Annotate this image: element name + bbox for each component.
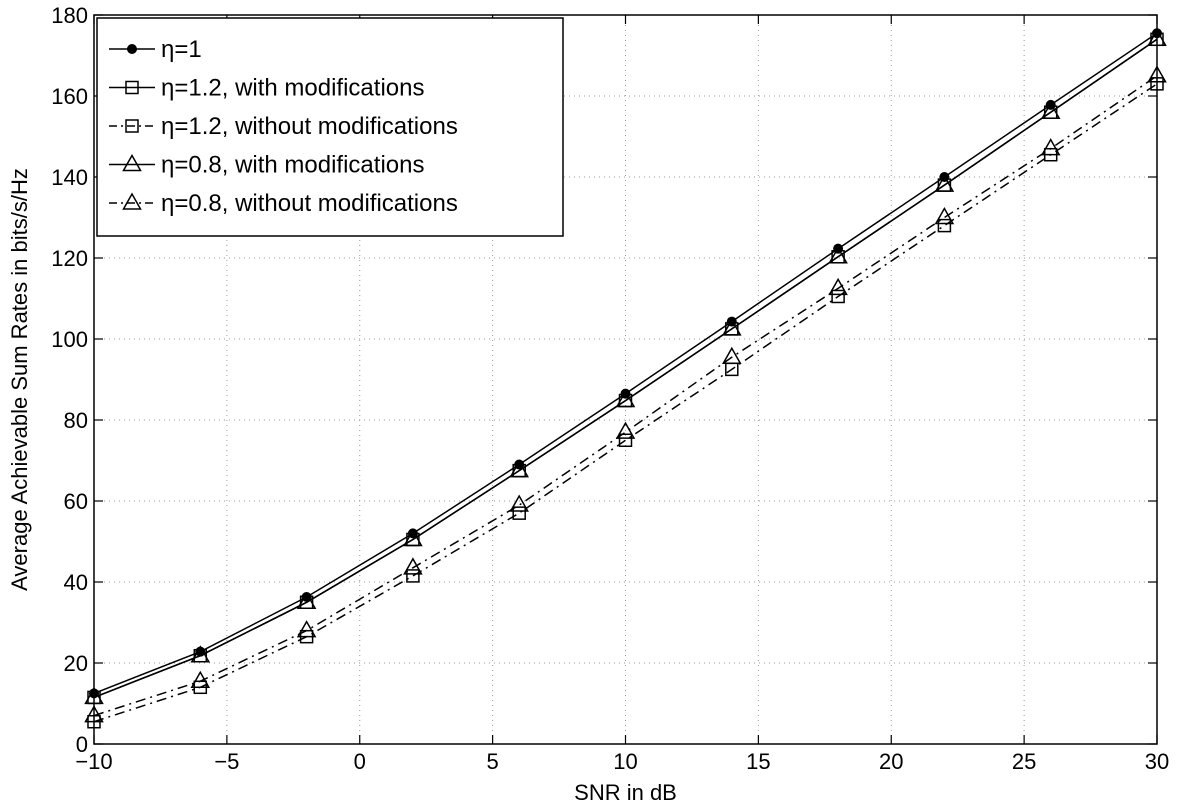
legend-label: η=1.2, without modifications [161, 113, 458, 140]
legend-entry: η=1.2, with modifications [109, 75, 424, 102]
x-tick-label: 10 [613, 749, 637, 774]
data-point [615, 421, 636, 439]
legend: η=1 η=1.2, with modifications η=1.2, witho… [96, 17, 564, 237]
legend-entry: η=1 [109, 36, 202, 63]
legend-box [96, 17, 564, 237]
x-tick-label: 30 [1145, 749, 1169, 774]
series-line [93, 38, 1158, 699]
y-axis-label: Average Achievable Sum Rates in bits/s/H… [7, 168, 32, 591]
x-axis-label: SNR in dB [574, 780, 677, 805]
data-point [125, 80, 139, 95]
data-point [722, 318, 742, 336]
data-point [934, 174, 955, 192]
data-point [122, 192, 142, 210]
legend-label: η=0.8, without modifications [161, 190, 458, 217]
data-point [127, 44, 137, 54]
data-point [509, 494, 529, 512]
y-tick-label: 60 [64, 489, 88, 514]
data-point [403, 557, 423, 575]
data-point [1040, 138, 1061, 156]
data-point [125, 119, 139, 133]
axis-ticks: −10 −5 0 5 10 15 20 25 30 0 20 40 60 80 100 120 140 160 18… [51, 3, 1169, 774]
legend-label: η=0.8, with modifications [161, 152, 424, 179]
data-point [934, 206, 955, 225]
legend-label: η=1 [161, 36, 202, 63]
data-point [828, 246, 848, 264]
y-tick-label: 40 [64, 570, 88, 595]
y-tick-label: 0 [76, 732, 88, 757]
data-point [831, 289, 845, 304]
data-point [190, 670, 211, 688]
y-tick-label: 100 [51, 327, 88, 352]
data-point [403, 528, 423, 547]
data-point [122, 153, 142, 172]
series-5 [84, 65, 1167, 723]
legend-entry: η=1.2, without modifications [109, 113, 458, 140]
y-tick-label: 160 [51, 84, 88, 109]
x-tick-label: −10 [75, 749, 112, 774]
data-point [1040, 101, 1061, 119]
y-tick-label: 80 [64, 408, 88, 433]
data-point [512, 506, 526, 520]
y-tick-label: 20 [64, 651, 88, 676]
legend-entry: η=0.8, with modifications [109, 152, 424, 179]
data-point [509, 460, 529, 478]
x-tick-label: 25 [1012, 749, 1036, 774]
data-point [406, 569, 420, 583]
series-group [84, 28, 1167, 729]
x-tick-label: 5 [487, 749, 499, 774]
data-point [615, 390, 636, 408]
y-tick-label: 180 [51, 3, 88, 28]
y-tick-label: 120 [51, 246, 88, 271]
data-point [828, 277, 848, 296]
grid [94, 15, 1157, 744]
x-tick-label: −5 [214, 749, 239, 774]
x-tick-label: 15 [746, 749, 770, 774]
data-point [296, 591, 317, 609]
y-tick-label: 140 [51, 165, 88, 190]
legend-label: η=1.2, with modifications [161, 75, 424, 102]
data-point [190, 645, 211, 663]
x-tick-label: 0 [354, 749, 366, 774]
data-point [618, 433, 633, 447]
legend-entry: η=0.8, without modifications [109, 190, 458, 217]
data-point [296, 620, 317, 638]
data-point [722, 346, 742, 364]
series-4 [84, 28, 1167, 705]
data-point [937, 218, 952, 233]
x-tick-label: 20 [879, 749, 903, 774]
